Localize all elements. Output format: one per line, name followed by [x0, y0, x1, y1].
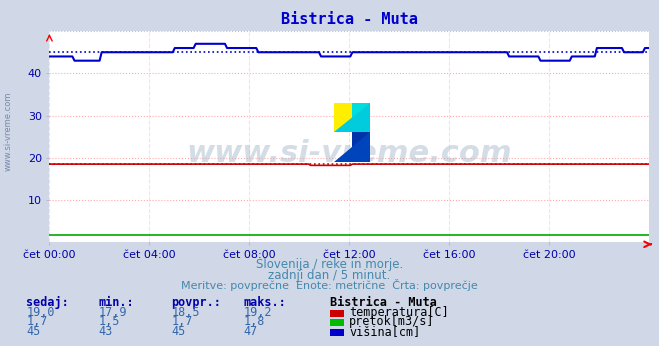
Text: maks.:: maks.:	[244, 296, 287, 309]
Text: min.:: min.:	[99, 296, 134, 309]
Text: temperatura[C]: temperatura[C]	[349, 306, 449, 319]
Text: 1,5: 1,5	[99, 315, 120, 328]
Title: Bistrica - Muta: Bistrica - Muta	[281, 12, 418, 27]
Text: pretok[m3/s]: pretok[m3/s]	[349, 315, 435, 328]
Text: Bistrica - Muta: Bistrica - Muta	[330, 296, 436, 309]
Text: www.si-vreme.com: www.si-vreme.com	[4, 92, 13, 171]
Text: 1,7: 1,7	[171, 315, 192, 328]
Text: 43: 43	[99, 325, 113, 338]
Text: Slovenija / reke in morje.: Slovenija / reke in morje.	[256, 258, 403, 271]
Text: www.si-vreme.com: www.si-vreme.com	[186, 139, 512, 168]
Text: 45: 45	[171, 325, 186, 338]
Text: Meritve: povprečne  Enote: metrične  Črta: povprečje: Meritve: povprečne Enote: metrične Črta:…	[181, 279, 478, 291]
Text: zadnji dan / 5 minut.: zadnji dan / 5 minut.	[268, 268, 391, 282]
Text: 45: 45	[26, 325, 41, 338]
Text: povpr.:: povpr.:	[171, 296, 221, 309]
Text: 19,2: 19,2	[244, 306, 272, 319]
Text: 17,9: 17,9	[99, 306, 127, 319]
Text: sedaj:: sedaj:	[26, 296, 69, 309]
Text: 18,5: 18,5	[171, 306, 200, 319]
Text: 47: 47	[244, 325, 258, 338]
Text: 1,7: 1,7	[26, 315, 47, 328]
Text: 1,8: 1,8	[244, 315, 265, 328]
Text: višina[cm]: višina[cm]	[349, 325, 420, 338]
Text: 19,0: 19,0	[26, 306, 55, 319]
